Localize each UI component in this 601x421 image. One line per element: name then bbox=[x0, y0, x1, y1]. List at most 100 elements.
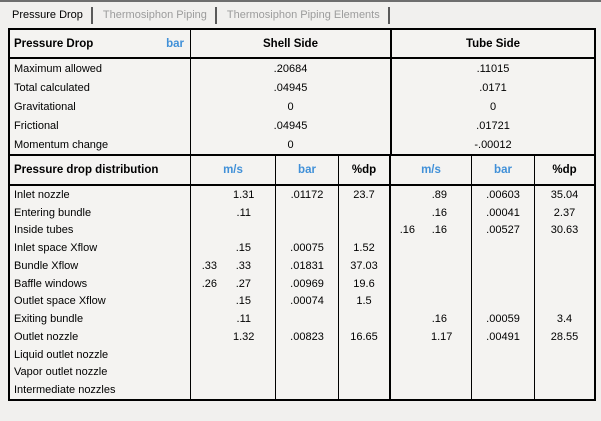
row-label: Vapor outlet nozzle bbox=[10, 363, 191, 382]
tube-bar-value bbox=[472, 257, 535, 275]
tube-bar-value: .00491 bbox=[472, 328, 535, 346]
shell-value: .04945 bbox=[191, 116, 392, 135]
tube-ms-inlet-value: .16 bbox=[399, 224, 415, 237]
tube-value: .01721 bbox=[476, 119, 510, 132]
tube-ms-cell: .89 bbox=[391, 186, 472, 204]
shell-dp-value: 1.52 bbox=[339, 239, 391, 257]
tube-side-header: Tube Side bbox=[465, 37, 521, 50]
tube-ms-cell bbox=[391, 363, 472, 382]
summary-row: Frictional .04945 .01721 bbox=[10, 116, 594, 135]
shell-ms-cell: .15 bbox=[191, 292, 276, 311]
shell-bar-value bbox=[276, 221, 339, 240]
row-label: Outlet nozzle bbox=[10, 328, 191, 346]
shell-ms-outlet-value: .15 bbox=[235, 242, 251, 255]
shell-dp-value bbox=[339, 221, 391, 240]
shell-bar-value: .00075 bbox=[276, 239, 339, 257]
shell-ms-cell: 1.31 bbox=[191, 186, 276, 204]
summary-row: Momentum change 0 -.00012 bbox=[10, 135, 594, 154]
distribution-header-row: Pressure drop distribution m/s bar %dp m… bbox=[10, 154, 594, 186]
pressure-drop-results-table: Pressure Drop bar Shell Side Tube Side M… bbox=[8, 28, 596, 401]
tube-ms-cell bbox=[391, 345, 472, 364]
tube-dp-value bbox=[535, 257, 594, 275]
shell-ms-inlet-value bbox=[191, 295, 233, 307]
shell-dp-value: 16.65 bbox=[339, 328, 391, 346]
tube-bar-header: bar bbox=[472, 156, 535, 184]
tab-thermosiphon-piping-elements[interactable]: Thermosiphon Piping Elements bbox=[226, 9, 380, 21]
shell-ms-cell bbox=[191, 345, 276, 364]
distribution-row: Vapor outlet nozzle bbox=[10, 363, 594, 382]
summary-header-title-cell: Pressure Drop bar bbox=[10, 30, 191, 57]
tube-ms-inlet-value bbox=[391, 207, 431, 219]
shell-bar-value bbox=[276, 381, 339, 399]
summary-rows: Maximum allowed .20684 .11015 Total calc… bbox=[10, 59, 594, 154]
tube-dp-value: 3.4 bbox=[556, 313, 573, 326]
distribution-row: Inlet space Xflow .15 .00075 1.52 bbox=[10, 239, 594, 257]
tube-bar-value: .00059 bbox=[472, 310, 535, 328]
shell-dp-value: 23.7 bbox=[339, 186, 391, 204]
row-label: Inside tubes bbox=[10, 221, 191, 240]
shell-bar-value: .01831 bbox=[276, 257, 339, 275]
row-label: Frictional bbox=[10, 116, 191, 135]
summary-row: Total calculated .04945 .0171 bbox=[10, 78, 594, 97]
summary-row: Gravitational 0 0 bbox=[10, 97, 594, 116]
tube-ms-outlet-value: .16 bbox=[431, 206, 447, 219]
row-label: Inlet nozzle bbox=[10, 186, 191, 204]
distribution-row: Outlet nozzle 1.32 .00823 16.65 1.17 .00… bbox=[10, 328, 594, 346]
shell-ms-header: m/s bbox=[191, 156, 276, 184]
summary-row: Maximum allowed .20684 .11015 bbox=[10, 59, 594, 78]
tube-ms-header: m/s bbox=[391, 156, 472, 184]
tube-bar-value bbox=[472, 381, 535, 399]
tube-dp-value bbox=[535, 275, 594, 293]
tube-dp-value bbox=[535, 346, 594, 364]
tube-dp-value bbox=[535, 293, 594, 311]
row-label: Total calculated bbox=[10, 78, 191, 97]
tube-ms-outlet-value: 1.17 bbox=[431, 330, 453, 343]
tube-ms-cell bbox=[391, 274, 472, 293]
shell-ms-outlet-value: 1.32 bbox=[233, 330, 255, 343]
tube-ms-cell bbox=[391, 381, 472, 399]
distribution-row: Inside tubes .16 .16 .00527 30.63 bbox=[10, 221, 594, 240]
shell-ms-outlet-value: 1.31 bbox=[233, 188, 255, 201]
shell-bar-value bbox=[276, 363, 339, 382]
tube-value: 0 bbox=[489, 100, 497, 113]
tube-dp-value: 28.55 bbox=[550, 330, 579, 343]
tab-separator bbox=[214, 6, 217, 24]
tube-dp-value bbox=[535, 381, 594, 399]
row-label: Baffle windows bbox=[10, 274, 191, 293]
shell-value: 0 bbox=[191, 135, 392, 154]
tube-value: .0171 bbox=[479, 81, 507, 94]
shell-ms-inlet-value: .26 bbox=[201, 277, 217, 290]
shell-ms-inlet-value bbox=[191, 242, 233, 254]
tube-bar-value bbox=[472, 274, 535, 293]
tube-ms-cell bbox=[391, 239, 472, 257]
tube-ms-cell: .16 .16 bbox=[391, 221, 472, 240]
distribution-row: Baffle windows .26 .27 .00969 19.6 bbox=[10, 274, 594, 293]
tube-ms-cell bbox=[391, 292, 472, 311]
shell-ms-outlet-value: .27 bbox=[235, 277, 251, 290]
tube-value: -.00012 bbox=[474, 138, 512, 151]
shell-bar-value bbox=[276, 203, 339, 222]
shell-dp-value bbox=[339, 363, 391, 382]
row-label: Momentum change bbox=[10, 135, 191, 154]
row-label: Inlet space Xflow bbox=[10, 239, 191, 257]
distribution-row: Liquid outlet nozzle bbox=[10, 345, 594, 364]
shell-dp-value: 1.5 bbox=[339, 292, 391, 311]
tube-dp-value bbox=[535, 239, 594, 257]
tube-bar-value: .00603 bbox=[472, 186, 535, 204]
row-label: Maximum allowed bbox=[10, 59, 191, 78]
shell-dp-value: 37.03 bbox=[339, 257, 391, 275]
tube-dp-value bbox=[535, 364, 594, 382]
tab-pressure-drop[interactable]: Pressure Drop bbox=[12, 9, 83, 21]
tube-bar-value bbox=[472, 292, 535, 311]
tube-bar-value: .00041 bbox=[472, 203, 535, 222]
shell-ms-cell: 1.32 bbox=[191, 328, 276, 346]
shell-ms-cell: .11 bbox=[191, 203, 276, 222]
shell-ms-inlet-value bbox=[191, 189, 233, 201]
shell-ms-outlet-value: .11 bbox=[236, 313, 251, 326]
shell-bar-value: .01172 bbox=[276, 186, 339, 204]
tab-thermosiphon-piping[interactable]: Thermosiphon Piping bbox=[102, 9, 207, 21]
summary-title: Pressure Drop bbox=[14, 37, 94, 50]
row-label: Entering bundle bbox=[10, 203, 191, 222]
shell-dp-value bbox=[339, 203, 391, 222]
shell-ms-inlet-value bbox=[191, 331, 233, 343]
